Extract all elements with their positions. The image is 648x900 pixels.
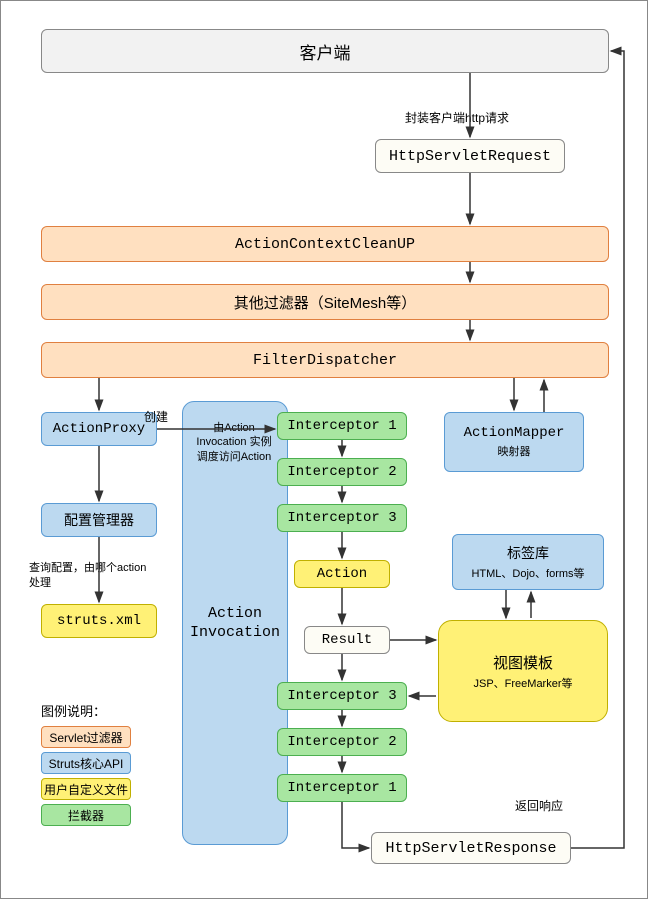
legend-item-user: 用户自定义文件 — [41, 778, 181, 800]
action-mapper-sub: 映射器 — [498, 443, 531, 459]
legend-title: 图例说明： — [41, 701, 181, 720]
legend-swatch-struts: Struts核心API — [41, 752, 131, 774]
interceptor-3a-node: Interceptor 3 — [277, 504, 407, 532]
interceptor-2b-node: Interceptor 2 — [277, 728, 407, 756]
action-mapper-node: ActionMapper 映射器 — [444, 412, 584, 472]
action-invocation-node: Action Invocation — [182, 401, 288, 845]
legend-item-interceptor: 拦截器 — [41, 804, 181, 826]
view-template-label: 视图模板 — [493, 652, 553, 673]
config-manager-node: 配置管理器 — [41, 503, 157, 537]
interceptor-1a-node: Interceptor 1 — [277, 412, 407, 440]
return-response-label: 返回响应 — [499, 797, 579, 814]
interceptor-2a-node: Interceptor 2 — [277, 458, 407, 486]
legend-box: 图例说明： Servlet过滤器 Struts核心API 用户自定义文件 拦截器 — [41, 701, 181, 830]
http-request-node: HttpServletRequest — [375, 139, 565, 173]
action-mapper-label: ActionMapper — [464, 425, 565, 441]
filter-dispatcher-node: FilterDispatcher — [41, 342, 609, 378]
result-node: Result — [304, 626, 390, 654]
legend-item-struts: Struts核心API — [41, 752, 181, 774]
struts-xml-node: struts.xml — [41, 604, 157, 638]
client-node: 客户端 — [41, 29, 609, 73]
action-context-cleanup-node: ActionContextCleanUP — [41, 226, 609, 262]
tag-library-sub: HTML、Dojo、forms等 — [471, 565, 584, 581]
other-filters-node: 其他过滤器（SiteMesh等） — [41, 284, 609, 320]
action-invocation-label: Action Invocation — [187, 604, 283, 643]
action-node: Action — [294, 560, 390, 588]
view-template-node: 视图模板 JSP、FreeMarker等 — [438, 620, 608, 722]
tag-library-label: 标签库 — [507, 543, 549, 563]
legend-swatch-user: 用户自定义文件 — [41, 778, 131, 800]
legend-swatch-servlet: Servlet过滤器 — [41, 726, 131, 748]
query-config-label: 查询配置，由哪个action处理 — [29, 561, 149, 592]
interceptor-3b-node: Interceptor 3 — [277, 682, 407, 710]
view-template-sub: JSP、FreeMarker等 — [473, 675, 572, 691]
create-label: 创建 — [136, 408, 176, 425]
wrap-request-label: 封装客户端http请求 — [377, 109, 537, 126]
tag-library-node: 标签库 HTML、Dojo、forms等 — [452, 534, 604, 590]
legend-swatch-interceptor: 拦截器 — [41, 804, 131, 826]
http-response-node: HttpServletResponse — [371, 832, 571, 864]
interceptor-1b-node: Interceptor 1 — [277, 774, 407, 802]
legend-item-servlet: Servlet过滤器 — [41, 726, 181, 748]
by-invocation-label: 由Action Invocation 实例调度访问Action — [195, 421, 273, 464]
